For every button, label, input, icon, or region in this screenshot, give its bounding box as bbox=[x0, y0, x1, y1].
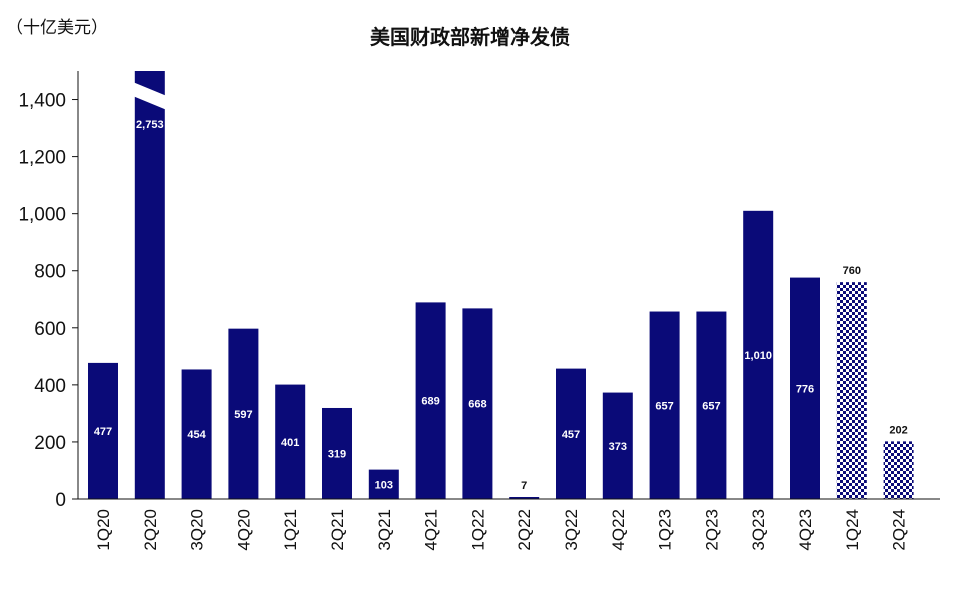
bar-2Q23 bbox=[696, 311, 727, 499]
bar-1Q23 bbox=[649, 311, 680, 499]
x-tick-label: 1Q24 bbox=[843, 509, 862, 551]
bar-1Q21 bbox=[275, 384, 306, 499]
bar-4Q22 bbox=[602, 392, 633, 499]
data-label: 319 bbox=[328, 448, 346, 460]
x-tick-label: 2Q21 bbox=[328, 509, 347, 551]
data-label: 657 bbox=[655, 400, 673, 412]
x-tick-label: 1Q21 bbox=[281, 509, 300, 551]
bar-3Q20 bbox=[181, 369, 212, 499]
bar-1Q20 bbox=[88, 362, 118, 499]
bar-4Q23 bbox=[790, 277, 820, 499]
y-tick-label: 1,400 bbox=[18, 91, 66, 112]
bar-3Q23 bbox=[743, 210, 774, 499]
data-label: 7 bbox=[521, 480, 527, 492]
x-tick-label: 2Q22 bbox=[515, 509, 534, 551]
data-label: 657 bbox=[702, 400, 720, 412]
data-label: 457 bbox=[562, 429, 580, 441]
data-label: 477 bbox=[94, 426, 112, 438]
data-label: 401 bbox=[281, 437, 299, 449]
y-tick-label: 1,000 bbox=[18, 205, 66, 226]
bar-2Q24 bbox=[883, 441, 914, 499]
data-label: 373 bbox=[609, 441, 627, 453]
data-label: 689 bbox=[421, 396, 439, 408]
data-label: 1,010 bbox=[744, 350, 772, 362]
data-label: 776 bbox=[796, 383, 814, 395]
x-tick-label: 4Q22 bbox=[609, 509, 628, 551]
bars: 477 2,753 454 597 401 319 103 689 668 7 457 373 657 6… bbox=[88, 71, 914, 499]
bar-1Q22 bbox=[462, 308, 493, 499]
y-tick-label: 800 bbox=[34, 262, 66, 283]
bar-2Q21 bbox=[322, 407, 352, 499]
axis-break-mark bbox=[132, 82, 167, 110]
bar-3Q21 bbox=[368, 469, 399, 499]
bar-1Q24 bbox=[836, 282, 867, 499]
y-tick-label: 600 bbox=[34, 319, 66, 340]
data-label: 202 bbox=[889, 424, 907, 436]
y-tick-label: 400 bbox=[34, 376, 66, 397]
bar-2Q20 bbox=[134, 71, 165, 499]
x-tick-label: 4Q23 bbox=[796, 509, 815, 551]
y-tick-label: 1,200 bbox=[18, 148, 66, 169]
data-label: 103 bbox=[375, 479, 393, 491]
x-tick-label: 1Q23 bbox=[656, 509, 675, 551]
x-tick-label: 3Q20 bbox=[188, 509, 207, 551]
unit-label: （十亿美元） bbox=[6, 18, 108, 38]
data-label: 2,753 bbox=[136, 119, 164, 131]
x-tick-label: 3Q21 bbox=[375, 509, 394, 551]
x-tick-label: 1Q20 bbox=[94, 509, 113, 551]
y-axis: 0 200 400 600 800 1,000 1,200 1,400 bbox=[18, 71, 79, 511]
bar-3Q22 bbox=[556, 368, 586, 499]
chart-title: 美国财政部新增净发债 bbox=[370, 25, 570, 49]
bar-4Q20 bbox=[228, 328, 259, 499]
x-axis: 1Q20 2Q20 3Q20 4Q20 1Q21 2Q21 3Q21 4Q21 1Q22 2Q22… bbox=[78, 498, 940, 551]
data-label: 597 bbox=[234, 409, 252, 421]
x-tick-label: 2Q24 bbox=[890, 509, 909, 551]
x-tick-label: 4Q20 bbox=[234, 509, 253, 551]
y-tick-label: 200 bbox=[34, 433, 66, 454]
x-tick-label: 1Q22 bbox=[468, 509, 487, 551]
x-tick-label: 3Q23 bbox=[749, 509, 768, 551]
x-tick-label: 2Q23 bbox=[702, 509, 721, 551]
y-tick-label: 0 bbox=[55, 490, 66, 511]
x-tick-label: 4Q21 bbox=[422, 509, 441, 551]
bar-2Q22 bbox=[509, 497, 540, 499]
data-label: 668 bbox=[468, 399, 486, 411]
data-label: 760 bbox=[843, 265, 861, 277]
x-tick-label: 3Q22 bbox=[562, 509, 581, 551]
data-label: 454 bbox=[187, 429, 206, 441]
bar-4Q21 bbox=[415, 302, 446, 499]
x-tick-label: 2Q20 bbox=[141, 509, 160, 551]
